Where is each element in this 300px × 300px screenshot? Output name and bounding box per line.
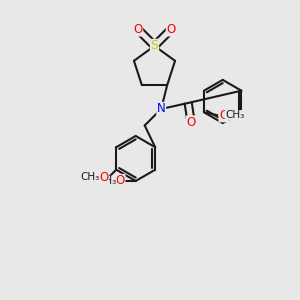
Text: O: O <box>167 23 176 36</box>
Text: CH₃: CH₃ <box>97 176 116 186</box>
Text: O: O <box>116 175 125 188</box>
Text: CH₃: CH₃ <box>225 110 244 120</box>
Text: O: O <box>134 23 142 36</box>
Text: S: S <box>151 39 158 52</box>
Text: N: N <box>157 103 166 116</box>
Text: O: O <box>187 116 196 129</box>
Text: O: O <box>99 171 108 184</box>
Text: CH₃: CH₃ <box>80 172 100 182</box>
Text: O: O <box>219 109 228 122</box>
